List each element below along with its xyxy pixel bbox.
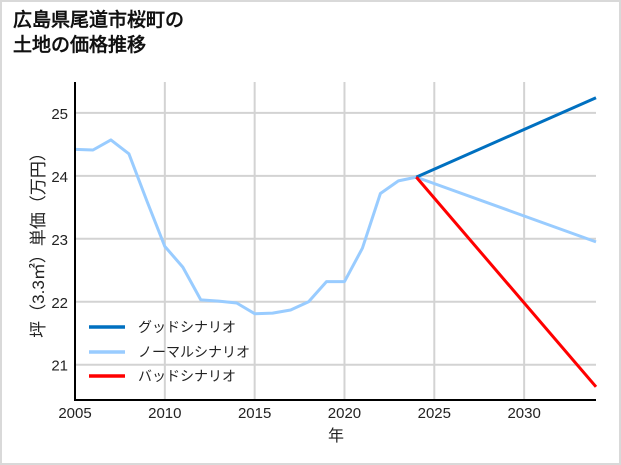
series-line-2 xyxy=(415,176,598,388)
y-axis-label: 坪（3.3㎡）単価（万円） xyxy=(29,144,48,338)
x-tick-labels: 2005 2010 2015 2020 2025 2030 xyxy=(58,405,541,422)
chart-title-line2: 土地の価格推移 xyxy=(13,34,147,56)
x-tick-label: 2020 xyxy=(328,405,361,422)
x-tick-label: 2030 xyxy=(507,405,540,422)
x-tick-label: 2025 xyxy=(418,405,451,422)
y-tick-labels: 21 22 23 24 25 xyxy=(51,106,68,375)
legend-label: ノーマルシナリオ xyxy=(138,344,250,360)
chart-title-line1: 広島県尾道市桜町の xyxy=(13,9,185,31)
y-tick-label: 23 xyxy=(51,232,68,249)
axes xyxy=(74,82,596,401)
x-tick-label: 2010 xyxy=(148,405,181,422)
x-tick-label: 2005 xyxy=(58,405,91,422)
series-line-0 xyxy=(415,96,597,179)
grid-lines xyxy=(74,82,596,400)
y-tick-label: 21 xyxy=(51,358,68,375)
chart-title: 広島県尾道市桜町の 土地の価格推移 xyxy=(13,8,184,58)
series-line-1 xyxy=(74,138,597,316)
legend-label: バッドシナリオ xyxy=(138,368,236,384)
legend-label: グッドシナリオ xyxy=(138,319,236,335)
y-tick-label: 22 xyxy=(51,295,68,312)
y-tick-label: 24 xyxy=(51,169,68,186)
x-tick-label: 2015 xyxy=(238,405,271,422)
data-series xyxy=(74,96,598,388)
y-tick-label: 25 xyxy=(51,106,68,123)
x-axis-label: 年 xyxy=(328,427,344,445)
